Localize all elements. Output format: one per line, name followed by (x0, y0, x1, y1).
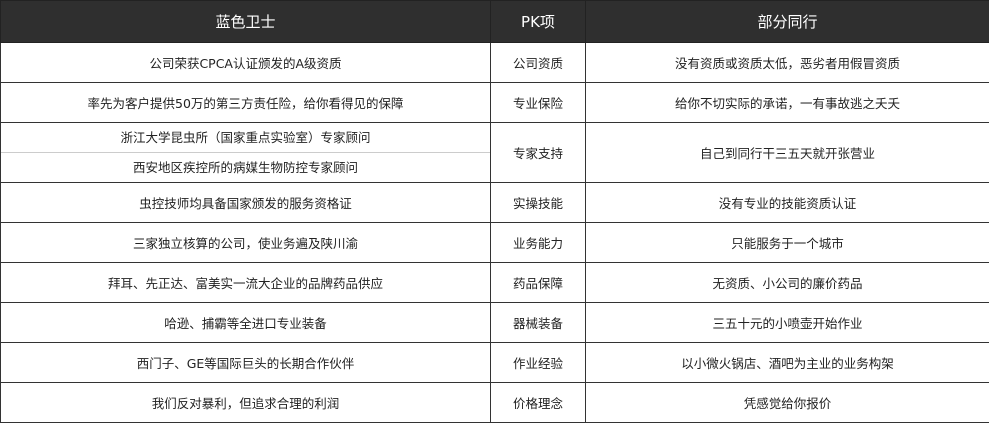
pk-item-cell: 实操技能 (491, 183, 586, 223)
table-row: 三家独立核算的公司，使业务遍及陕川渝业务能力只能服务于一个城市 (1, 223, 989, 263)
header-ours: 蓝色卫士 (1, 1, 491, 43)
ours-cell: 拜耳、先正达、富美实一流大企业的品牌药品供应 (1, 263, 491, 303)
ours-cell: 公司荣获CPCA认证颁发的A级资质 (1, 43, 491, 83)
pk-item-cell: 专业保险 (491, 83, 586, 123)
others-cell: 只能服务于一个城市 (586, 223, 989, 263)
header-others: 部分同行 (586, 1, 989, 43)
pk-item-cell: 作业经验 (491, 343, 586, 383)
table-row: 我们反对暴利，但追求合理的利润价格理念凭感觉给你报价 (1, 383, 989, 423)
table-row: 哈逊、捕霸等全进口专业装备器械装备三五十元的小喷壶开始作业 (1, 303, 989, 343)
ours-cell: 浙江大学昆虫所（国家重点实验室）专家顾问西安地区疾控所的病媒生物防控专家顾问 (1, 123, 491, 183)
table-row: 西门子、GE等国际巨头的长期合作伙伴作业经验以小微火锅店、酒吧为主业的业务构架 (1, 343, 989, 383)
ours-cell: 虫控技师均具备国家颁发的服务资格证 (1, 183, 491, 223)
table-row: 拜耳、先正达、富美实一流大企业的品牌药品供应药品保障无资质、小公司的廉价药品 (1, 263, 989, 303)
ours-cell: 三家独立核算的公司，使业务遍及陕川渝 (1, 223, 491, 263)
ours-line: 浙江大学昆虫所（国家重点实验室）专家顾问 (1, 123, 490, 153)
others-cell: 给你不切实际的承诺，一有事故逃之夭夭 (586, 83, 989, 123)
pk-item-cell: 业务能力 (491, 223, 586, 263)
table-row: 公司荣获CPCA认证颁发的A级资质公司资质没有资质或资质太低，恶劣者用假冒资质 (1, 43, 989, 83)
header-pk-item: PK项 (491, 1, 586, 43)
pk-item-cell: 专家支持 (491, 123, 586, 183)
ours-cell: 哈逊、捕霸等全进口专业装备 (1, 303, 491, 343)
pk-item-cell: 公司资质 (491, 43, 586, 83)
table-row: 虫控技师均具备国家颁发的服务资格证实操技能没有专业的技能资质认证 (1, 183, 989, 223)
pk-item-cell: 器械装备 (491, 303, 586, 343)
header-row: 蓝色卫士 PK项 部分同行 (1, 1, 989, 43)
ours-cell: 率先为客户提供50万的第三方责任险，给你看得见的保障 (1, 83, 491, 123)
table-row: 浙江大学昆虫所（国家重点实验室）专家顾问西安地区疾控所的病媒生物防控专家顾问专家… (1, 123, 989, 183)
pk-item-cell: 价格理念 (491, 383, 586, 423)
others-cell: 以小微火锅店、酒吧为主业的业务构架 (586, 343, 989, 383)
ours-line: 西安地区疾控所的病媒生物防控专家顾问 (1, 153, 490, 182)
others-cell: 凭感觉给你报价 (586, 383, 989, 423)
others-cell: 自己到同行干三五天就开张营业 (586, 123, 989, 183)
others-cell: 三五十元的小喷壶开始作业 (586, 303, 989, 343)
ours-cell: 我们反对暴利，但追求合理的利润 (1, 383, 491, 423)
ours-cell: 西门子、GE等国际巨头的长期合作伙伴 (1, 343, 491, 383)
others-cell: 无资质、小公司的廉价药品 (586, 263, 989, 303)
pk-item-cell: 药品保障 (491, 263, 586, 303)
others-cell: 没有资质或资质太低，恶劣者用假冒资质 (586, 43, 989, 83)
others-cell: 没有专业的技能资质认证 (586, 183, 989, 223)
table-row: 率先为客户提供50万的第三方责任险，给你看得见的保障专业保险给你不切实际的承诺，… (1, 83, 989, 123)
